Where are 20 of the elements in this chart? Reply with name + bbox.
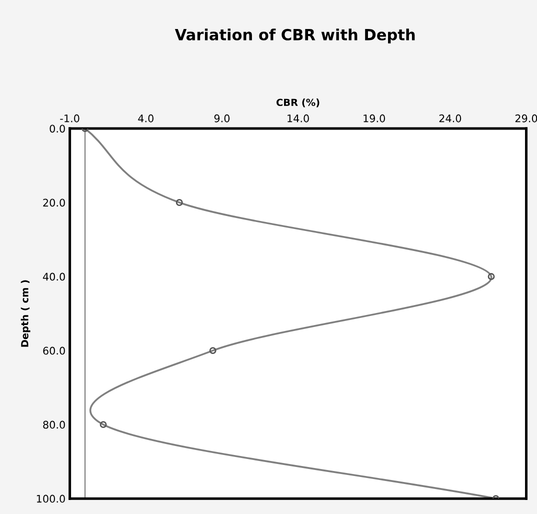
x-tick-label: -1.0 [60,114,80,122]
point [488,273,495,280]
x-tick-label: 14.0 [288,114,309,122]
y-tick-label: 80.0 [43,420,65,429]
x-tick-label: 19.0 [364,114,386,122]
y-tick-label: 60.0 [43,346,65,355]
x-tick-label: 24.0 [439,114,462,122]
y-tick-label: 100.0 [36,494,65,503]
x-tick-label: 4.0 [138,114,154,122]
y-tick-label: 40.0 [42,272,65,281]
point [209,347,216,354]
x-axis-title: CBR (%) [276,98,320,108]
chart-title: Variation of CBR with Depth [174,28,415,44]
x-tick-label: 9.0 [214,114,230,122]
point [100,421,107,428]
y-tick-label: 20.0 [43,198,65,207]
x-tick-label: 29.0 [515,114,537,122]
point [176,199,183,206]
y-axis-title: Depth ( cm ) [20,280,30,347]
y-tick-label: 0.0 [50,124,65,133]
